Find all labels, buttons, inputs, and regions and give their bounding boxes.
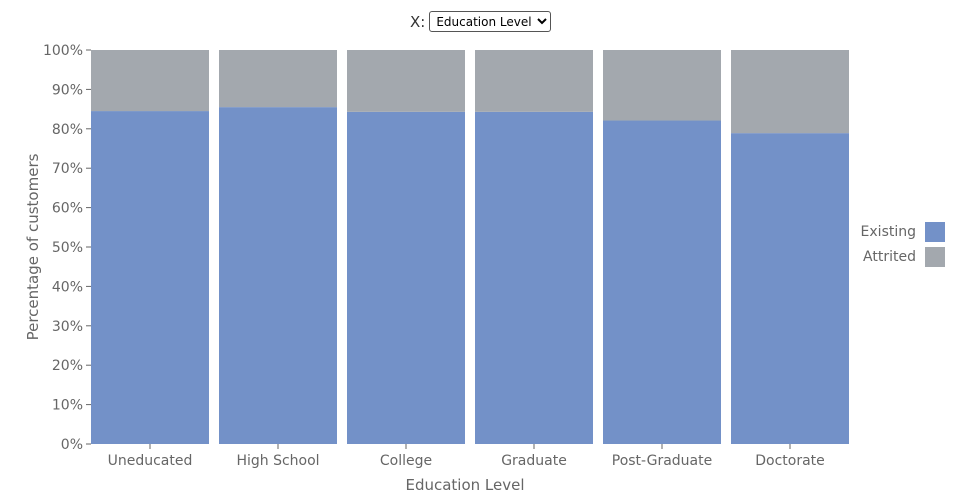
bar-attrited-high-school[interactable]: [219, 50, 337, 108]
y-tick-label: 80%: [52, 122, 83, 138]
x-axis-title: Education Level: [405, 476, 524, 494]
y-tick-label: 50%: [52, 240, 83, 256]
y-tick-label: 90%: [52, 82, 83, 98]
x-tick-label: Doctorate: [755, 453, 825, 469]
y-tick-label: 30%: [52, 319, 83, 335]
legend[interactable]: Existing Attrited: [861, 222, 945, 267]
y-tick-label: 20%: [52, 358, 83, 374]
y-axis: 0% 10% 20% 30% 40% 50% 60% 70% 80% 90% 100%: [43, 43, 91, 453]
bar-existing-post-graduate[interactable]: [603, 120, 721, 444]
y-tick-label: 70%: [52, 161, 83, 177]
x-selector-label: X:: [410, 12, 426, 31]
y-tick-label: 100%: [43, 43, 83, 59]
x-axis-control: X: Education Level: [410, 11, 552, 32]
bars-layer: [91, 50, 849, 444]
legend-swatch-existing[interactable]: [925, 222, 945, 242]
bar-attrited-graduate[interactable]: [475, 50, 593, 112]
bar-existing-doctorate[interactable]: [731, 133, 849, 444]
x-tick-label: Graduate: [501, 453, 567, 469]
y-tick-label: 0%: [61, 437, 83, 453]
bar-existing-uneducated[interactable]: [91, 111, 209, 444]
legend-label-existing[interactable]: Existing: [861, 224, 916, 240]
legend-swatch-attrited[interactable]: [925, 247, 945, 267]
x-axis: Uneducated High School College Graduate Post…: [108, 444, 825, 469]
y-tick-label: 60%: [52, 201, 83, 217]
bar-existing-graduate[interactable]: [475, 111, 593, 444]
bar-existing-college[interactable]: [347, 111, 465, 444]
bar-attrited-post-graduate[interactable]: [603, 50, 721, 121]
y-tick-label: 40%: [52, 279, 83, 295]
x-variable-select[interactable]: Education Level: [429, 11, 552, 32]
x-tick-label: Post-Graduate: [612, 453, 712, 469]
x-tick-label: College: [380, 453, 432, 469]
y-axis-title: Percentage of customers: [24, 153, 42, 340]
x-tick-label: Uneducated: [108, 453, 193, 469]
y-tick-label: 10%: [52, 398, 83, 414]
bar-attrited-college[interactable]: [347, 50, 465, 112]
bar-attrited-uneducated[interactable]: [91, 50, 209, 112]
legend-label-attrited[interactable]: Attrited: [863, 249, 916, 265]
x-tick-label: High School: [236, 453, 319, 469]
bar-existing-high-school[interactable]: [219, 107, 337, 444]
bar-attrited-doctorate[interactable]: [731, 50, 849, 134]
